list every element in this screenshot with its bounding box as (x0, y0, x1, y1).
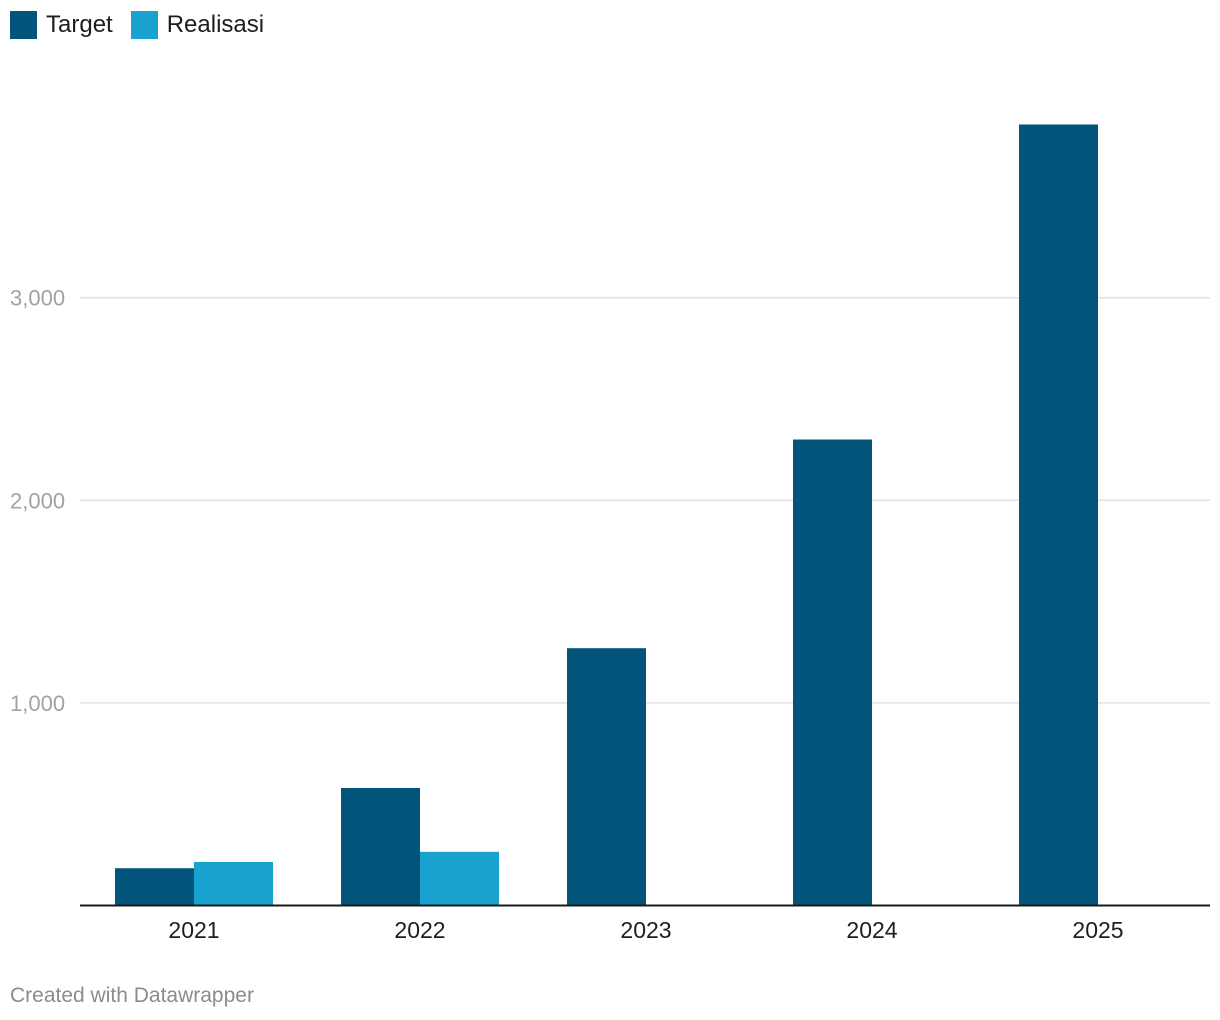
bar-target-2025 (1019, 124, 1098, 906)
footer-credit: Created with Datawrapper (10, 984, 254, 1007)
x-tick-label: 2024 (846, 917, 897, 943)
x-tick-labels: 2021 2022 2023 2024 2025 (168, 917, 1123, 943)
bar-layer (115, 124, 1098, 906)
bar-target-2022 (341, 787, 420, 906)
legend-swatch-realisasi (130, 11, 158, 39)
bar-target-2023 (567, 648, 646, 906)
y-tick-label: 3,000 (10, 286, 65, 311)
bar-target-2021 (115, 868, 194, 906)
bar-target-2024 (793, 439, 872, 906)
legend: Target Realisasi (10, 11, 264, 39)
legend-label-realisasi: Realisasi (166, 11, 265, 38)
x-tick-label: 2023 (620, 917, 671, 943)
x-tick-label: 2022 (394, 917, 445, 943)
y-tick-label: 1,000 (10, 691, 65, 716)
y-tick-labels: 1,000 2,000 3,000 (10, 286, 65, 716)
y-tick-label: 2,000 (10, 488, 65, 513)
legend-item-target: Target (10, 11, 113, 39)
legend-item-realisasi: Realisasi (130, 11, 265, 39)
bar-realisasi-2022 (420, 851, 499, 906)
x-tick-label: 2025 (1072, 917, 1123, 943)
x-tick-label: 2021 (168, 917, 219, 943)
bar-realisasi-2021 (194, 861, 273, 906)
legend-label-target: Target (46, 11, 113, 38)
legend-swatch-target (10, 11, 37, 39)
